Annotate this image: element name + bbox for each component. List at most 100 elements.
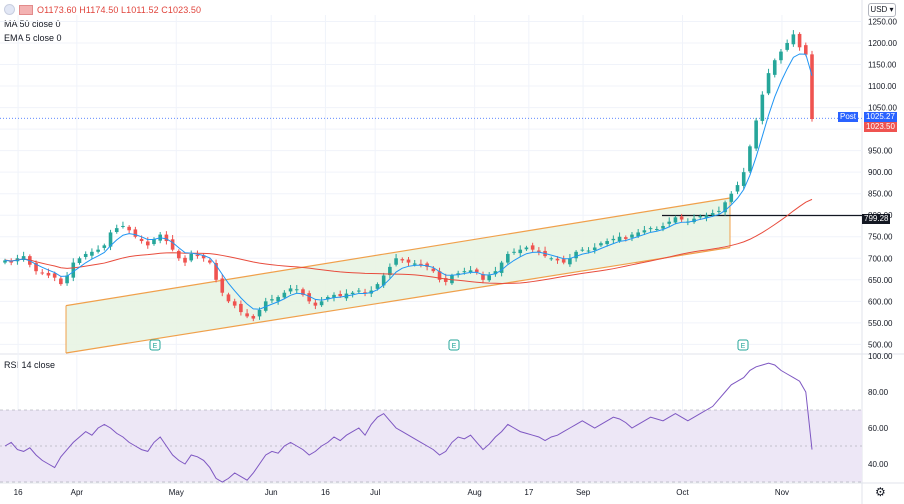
candle-body: [363, 292, 367, 294]
candle-body: [357, 290, 361, 292]
earnings-marker-icon: E: [737, 339, 749, 351]
candle-body: [133, 229, 138, 237]
candle-body: [177, 250, 181, 259]
candle-body: [412, 263, 417, 265]
price-tick-label: 900.00: [868, 168, 893, 177]
earnings-marker-box: [149, 339, 161, 351]
candle-body: [735, 185, 740, 192]
symbol-logo-icon[interactable]: [4, 4, 15, 15]
candle-body: [729, 193, 734, 202]
candle-body: [189, 253, 194, 261]
candle-body: [419, 263, 423, 265]
candle-body: [586, 250, 591, 252]
price-tick-label: 600.00: [868, 297, 893, 306]
post-market-label: Post: [838, 112, 859, 122]
candle-body: [512, 251, 516, 253]
candle-body: [797, 33, 802, 48]
candle-body: [673, 217, 678, 223]
candle-body: [487, 275, 491, 281]
candle-body: [183, 257, 187, 263]
candle-body: [555, 258, 560, 261]
time-tick-label: Apr: [71, 488, 84, 497]
candle-body: [400, 259, 405, 261]
candle-body: [40, 272, 45, 274]
candle-body: [276, 297, 280, 302]
candle-body: [810, 54, 814, 119]
candle-body: [636, 232, 640, 237]
candle-body: [9, 260, 14, 263]
candle-body: [692, 218, 696, 223]
candle-body: [96, 249, 100, 252]
price-tick-label: 550.00: [868, 319, 893, 328]
candle-body: [599, 243, 603, 246]
post-market-price-tag: 1025.27: [864, 112, 897, 122]
candle-body: [592, 247, 597, 251]
currency-button[interactable]: USD ▾: [868, 3, 896, 17]
candle-body: [102, 245, 107, 248]
candle-body: [214, 263, 218, 280]
candle-body: [717, 210, 721, 212]
rsi-indicator-label[interactable]: RSI 14 close: [4, 360, 56, 370]
rsi-tick-label: 60.00: [868, 424, 889, 433]
ema-5-line: [4, 53, 813, 310]
candle-body: [617, 236, 622, 242]
candle-body: [139, 238, 144, 242]
ma-50-line: [4, 198, 813, 284]
candle-body: [3, 260, 7, 263]
candle-body: [34, 263, 38, 272]
candle-body: [21, 256, 26, 260]
time-tick-label: 17: [524, 488, 533, 497]
earnings-marker-box: [448, 339, 460, 351]
rsi-tick-label: 100.00: [868, 352, 893, 361]
candle-body: [294, 289, 299, 291]
candle-body: [301, 289, 305, 295]
candle-body: [443, 278, 448, 282]
candle-body: [121, 225, 125, 227]
candle-body: [114, 228, 119, 233]
candle-body: [425, 263, 429, 267]
rsi-tick-label: 80.00: [868, 388, 889, 397]
time-tick-label: 16: [14, 488, 23, 497]
ema-indicator-label[interactable]: EMA 5 close 0: [4, 33, 62, 43]
channel-fill: [66, 197, 730, 353]
candle-body: [195, 254, 200, 257]
candle-body: [431, 268, 436, 272]
candle-body: [375, 284, 380, 289]
candle-body: [46, 272, 51, 276]
candle-body: [338, 294, 343, 297]
candle-body: [791, 34, 796, 45]
candle-body: [518, 249, 523, 254]
price-tick-label: 700.00: [868, 254, 893, 263]
candle-body: [623, 237, 628, 239]
settings-gear-icon[interactable]: ⚙: [875, 485, 886, 499]
candle-body: [760, 94, 765, 121]
earnings-marker-label: E: [452, 343, 457, 350]
price-tick-label: 950.00: [868, 147, 893, 156]
candle-body: [766, 73, 771, 94]
rsi-tick-label: 40.00: [868, 460, 889, 469]
candle-body: [506, 253, 510, 263]
candle-body: [127, 226, 131, 231]
candle-body: [772, 60, 777, 75]
price-tick-label: 1100.00: [868, 82, 897, 91]
ohlc-values: O1173.60 H1174.50 L1011.52 C1023.50: [37, 4, 202, 15]
candle-body: [462, 271, 467, 273]
candle-body: [288, 288, 293, 292]
time-tick-label: Oct: [676, 488, 689, 497]
ma-indicator-label[interactable]: MA 50 close 0: [4, 19, 61, 29]
candle-body: [270, 299, 274, 301]
candle-body: [530, 245, 535, 250]
candle-body: [226, 294, 231, 302]
candle-body: [524, 247, 529, 250]
candle-body: [580, 249, 585, 251]
candle-body: [611, 238, 616, 241]
candle-body: [71, 262, 76, 278]
time-tick-label: May: [169, 488, 184, 497]
candle-body: [803, 45, 808, 55]
candle-body: [437, 271, 442, 280]
level-price-tag: 799.28: [862, 214, 891, 224]
candle-body: [257, 309, 262, 317]
ohlc-legend: O1173.60 H1174.50 L1011.52 C1023.50: [4, 4, 201, 15]
earnings-marker-box: [737, 339, 749, 351]
